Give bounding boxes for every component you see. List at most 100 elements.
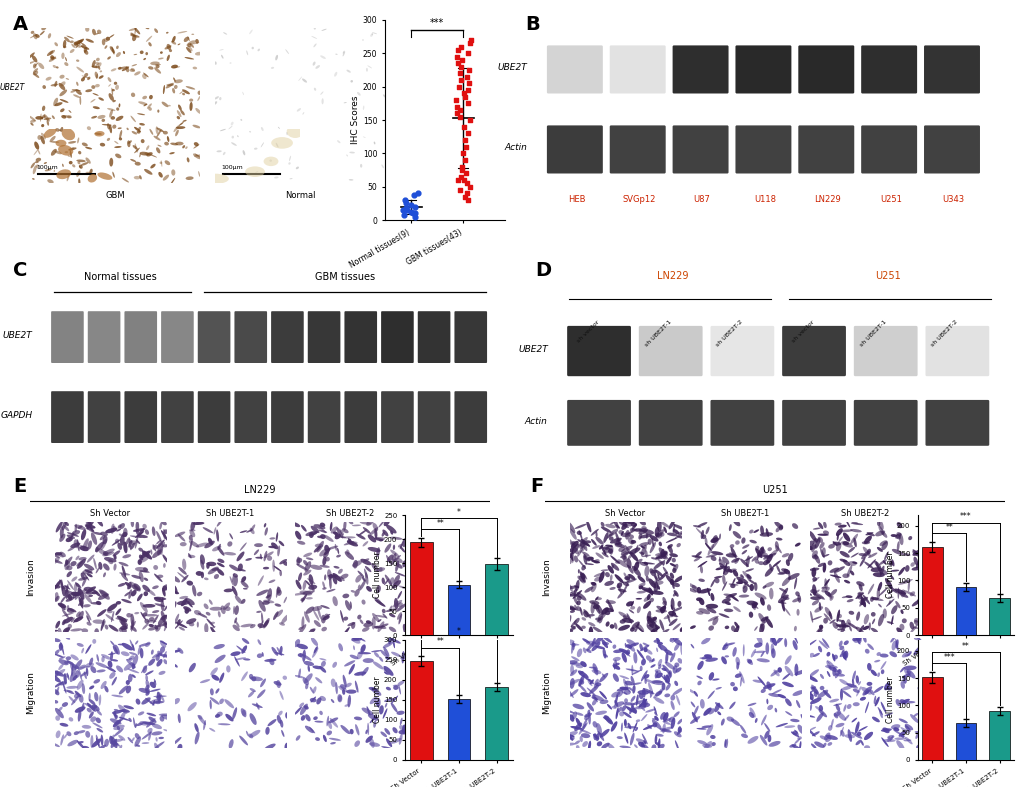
- Ellipse shape: [318, 525, 326, 534]
- Ellipse shape: [916, 577, 921, 582]
- Ellipse shape: [362, 39, 364, 41]
- Ellipse shape: [256, 611, 261, 613]
- Ellipse shape: [886, 621, 893, 624]
- Ellipse shape: [111, 660, 118, 662]
- Ellipse shape: [164, 161, 170, 165]
- Ellipse shape: [159, 714, 171, 716]
- Ellipse shape: [775, 565, 780, 573]
- Ellipse shape: [342, 50, 344, 54]
- Ellipse shape: [213, 644, 224, 649]
- FancyBboxPatch shape: [271, 311, 304, 363]
- Ellipse shape: [250, 624, 256, 628]
- Ellipse shape: [841, 685, 852, 690]
- Ellipse shape: [69, 49, 74, 53]
- Ellipse shape: [89, 711, 94, 719]
- Ellipse shape: [660, 668, 666, 671]
- Ellipse shape: [246, 50, 248, 55]
- Ellipse shape: [848, 626, 851, 631]
- Ellipse shape: [252, 704, 263, 708]
- Ellipse shape: [127, 668, 139, 673]
- Ellipse shape: [398, 586, 406, 589]
- Ellipse shape: [658, 541, 661, 546]
- Ellipse shape: [147, 728, 153, 733]
- Text: 100μm: 100μm: [221, 165, 244, 170]
- Ellipse shape: [840, 730, 844, 737]
- Ellipse shape: [190, 530, 195, 538]
- Ellipse shape: [392, 555, 400, 562]
- Ellipse shape: [839, 653, 846, 657]
- Ellipse shape: [698, 578, 704, 582]
- Ellipse shape: [909, 625, 916, 634]
- Ellipse shape: [315, 544, 323, 548]
- Ellipse shape: [390, 738, 401, 744]
- Ellipse shape: [117, 127, 121, 129]
- Ellipse shape: [178, 567, 186, 575]
- Ellipse shape: [185, 176, 194, 180]
- Ellipse shape: [112, 172, 115, 178]
- Ellipse shape: [177, 714, 180, 723]
- Ellipse shape: [643, 595, 651, 602]
- Ellipse shape: [358, 571, 364, 577]
- Ellipse shape: [364, 568, 368, 578]
- Ellipse shape: [271, 647, 278, 656]
- Ellipse shape: [808, 653, 813, 657]
- Ellipse shape: [746, 575, 751, 579]
- Ellipse shape: [858, 553, 866, 556]
- Ellipse shape: [60, 81, 65, 87]
- Ellipse shape: [647, 724, 651, 729]
- Ellipse shape: [764, 567, 773, 577]
- Ellipse shape: [584, 586, 593, 593]
- Ellipse shape: [642, 745, 648, 750]
- Ellipse shape: [155, 655, 160, 661]
- Text: U251: U251: [761, 486, 787, 495]
- Ellipse shape: [363, 527, 371, 534]
- Ellipse shape: [899, 699, 906, 704]
- Ellipse shape: [185, 146, 187, 149]
- Ellipse shape: [360, 521, 371, 525]
- Ellipse shape: [279, 559, 286, 564]
- Ellipse shape: [258, 600, 266, 611]
- Ellipse shape: [733, 606, 740, 612]
- Ellipse shape: [96, 662, 108, 668]
- Ellipse shape: [663, 674, 666, 682]
- Ellipse shape: [139, 528, 145, 536]
- Ellipse shape: [566, 743, 575, 745]
- Ellipse shape: [108, 652, 116, 655]
- Ellipse shape: [658, 688, 662, 694]
- Ellipse shape: [118, 704, 127, 714]
- Point: [451, 183, 468, 196]
- Ellipse shape: [79, 597, 84, 607]
- Ellipse shape: [881, 560, 886, 564]
- Ellipse shape: [316, 697, 321, 704]
- Ellipse shape: [595, 552, 603, 559]
- Ellipse shape: [808, 693, 813, 700]
- Ellipse shape: [797, 595, 800, 603]
- Point: [462, 37, 478, 50]
- Ellipse shape: [173, 601, 176, 608]
- Ellipse shape: [177, 744, 182, 751]
- Ellipse shape: [70, 655, 78, 660]
- Ellipse shape: [669, 578, 674, 585]
- Ellipse shape: [593, 573, 602, 577]
- Ellipse shape: [112, 527, 117, 530]
- Ellipse shape: [297, 541, 305, 545]
- Ellipse shape: [565, 731, 578, 737]
- FancyBboxPatch shape: [124, 391, 157, 443]
- Ellipse shape: [782, 553, 789, 557]
- Ellipse shape: [302, 79, 307, 83]
- Ellipse shape: [229, 533, 232, 539]
- Ellipse shape: [152, 610, 159, 613]
- Ellipse shape: [142, 697, 151, 704]
- Ellipse shape: [221, 55, 223, 59]
- Ellipse shape: [837, 669, 841, 674]
- Ellipse shape: [299, 703, 304, 708]
- Ellipse shape: [664, 681, 669, 684]
- Ellipse shape: [753, 530, 758, 533]
- Ellipse shape: [54, 649, 60, 656]
- Ellipse shape: [311, 526, 319, 533]
- Ellipse shape: [567, 660, 577, 664]
- Ellipse shape: [383, 668, 387, 674]
- Ellipse shape: [312, 686, 316, 694]
- Ellipse shape: [187, 36, 190, 41]
- Ellipse shape: [631, 523, 636, 530]
